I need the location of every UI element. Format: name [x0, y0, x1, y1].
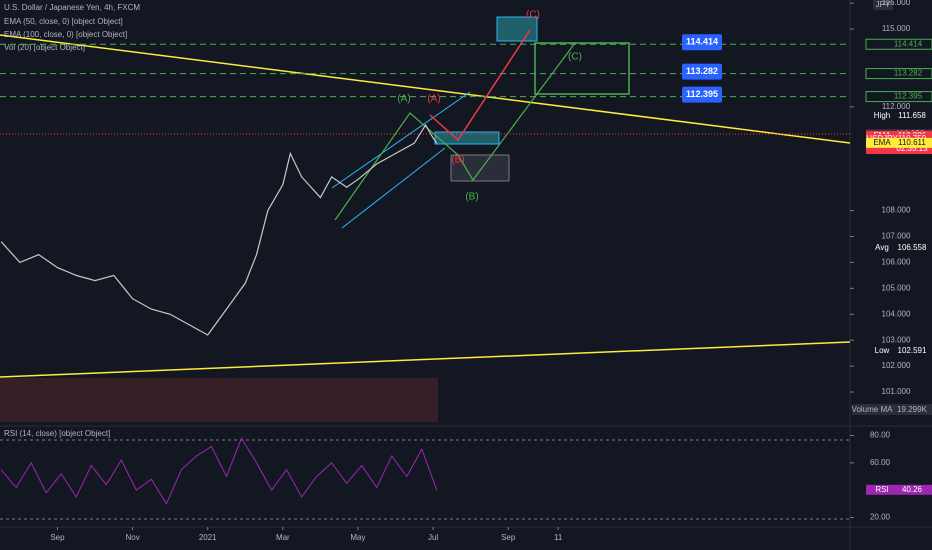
x-tick-label: May: [350, 533, 365, 542]
wave-label: (A): [397, 94, 410, 105]
marker-name: Avg: [875, 243, 889, 252]
volume-badge: [852, 404, 932, 415]
y-tick-label: 101.000: [882, 387, 911, 396]
trend-line: [0, 341, 851, 378]
target-label: 112.395: [686, 89, 718, 99]
marker-badge: [866, 110, 932, 121]
y-tick-label: 102.000: [882, 361, 911, 370]
marker-value: 106.558: [898, 243, 927, 252]
volume-area: [0, 378, 438, 422]
indicator-label: EMA (100, close, 0) [object Object]: [4, 30, 127, 39]
wave-label: (B): [465, 192, 478, 203]
marker-badge: [866, 137, 932, 148]
marker-name: Low: [875, 346, 890, 355]
zone-box: [434, 131, 500, 145]
marker-name: High: [874, 111, 890, 120]
rsi-tick-label: 80.00: [870, 431, 891, 440]
y-tick-label: 116.000: [882, 0, 911, 7]
target-badge: [682, 86, 722, 103]
x-tick-label: Mar: [276, 533, 290, 542]
axis-target-label: 112.395: [894, 92, 923, 101]
rsi-line: [0, 437, 438, 505]
axis-target-label: 113.282: [894, 69, 923, 78]
rsi-title: RSI (14, close) [object Object]: [4, 429, 110, 438]
target-badge: [682, 34, 722, 51]
y-tick-label: 105.000: [882, 283, 911, 292]
marker-badge: [866, 242, 932, 253]
y-tick-label: 106.000: [882, 258, 911, 267]
unit-badge: [873, 0, 893, 10]
indicator-label: Vol (20) [object Object]: [4, 43, 85, 52]
volume-name: Volume MA: [852, 405, 894, 414]
x-tick-label: 11: [554, 533, 563, 542]
wave-label: (C): [526, 10, 540, 21]
trend-line: [0, 34, 851, 144]
y-tick-label: 115.000: [882, 24, 911, 33]
wave-path: [429, 29, 531, 142]
rsi-tick-label: 20.00: [870, 513, 891, 522]
rsi-value: 40.26: [902, 485, 923, 494]
wave-label: (B): [451, 155, 464, 166]
axis-badge: [865, 68, 932, 80]
y-tick-label: 108.000: [882, 206, 911, 215]
rsi-name: RSI: [875, 485, 888, 494]
target-box: [534, 42, 630, 95]
x-tick-label: Nov: [125, 533, 139, 542]
marker-value: 102.591: [898, 346, 927, 355]
marker-extra: 02:35:13: [896, 144, 928, 153]
y-tick-label: 104.000: [882, 309, 911, 318]
y-tick-label: 103.000: [882, 335, 911, 344]
axis-badge: [865, 91, 932, 103]
channel-line: [331, 91, 471, 189]
indicator-label: EMA (50, close, 0) [object Object]: [4, 17, 123, 26]
y-tick-label: 107.000: [882, 232, 911, 241]
target-label: 113.282: [686, 66, 718, 76]
target-box: [496, 16, 538, 42]
volume-value: 19.299K: [897, 405, 927, 414]
symbol-title: U.S. Dollar / Japanese Yen, 4h, FXCM: [4, 3, 140, 12]
marker-value: 111.658: [898, 111, 926, 120]
channel-line: [341, 147, 446, 229]
wave-label: (A): [427, 94, 440, 105]
marker-badge: [866, 345, 932, 356]
target-label: 114.414: [686, 37, 718, 47]
marker-value: 110.611: [898, 138, 926, 147]
x-tick-label: Sep: [501, 533, 516, 542]
wave-label: (C): [568, 52, 582, 63]
x-tick-label: Jul: [428, 533, 438, 542]
x-tick-label: 2021: [199, 533, 217, 542]
price-line: [0, 123, 438, 336]
unit-label: JPY: [876, 0, 891, 9]
rsi-tick-label: 60.00: [870, 458, 891, 467]
y-tick-label: 112.000: [882, 102, 911, 111]
rsi-badge: [866, 484, 932, 495]
x-tick-label: Sep: [50, 533, 65, 542]
axis-target-label: 114.414: [894, 39, 923, 48]
marker-name: EMA: [873, 138, 891, 147]
target-badge: [682, 63, 722, 80]
axis-badge: [865, 38, 932, 50]
